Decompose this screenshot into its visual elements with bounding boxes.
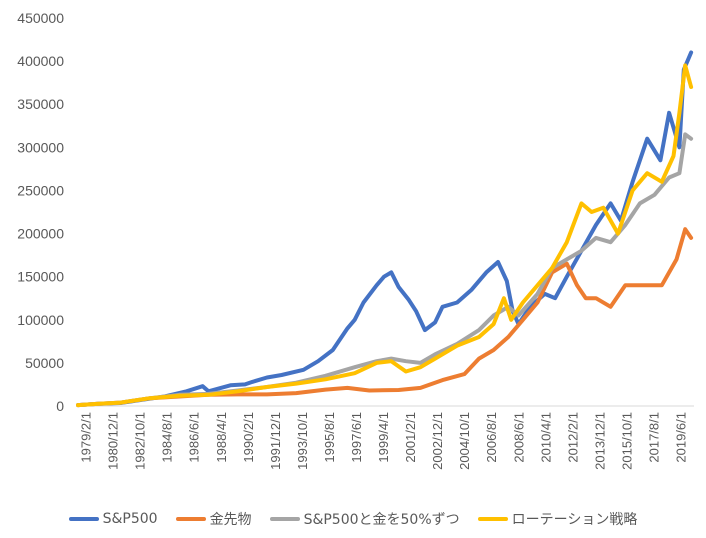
- x-tick-label: 1988/4/1: [214, 412, 229, 463]
- y-tick-label: 200000: [17, 226, 64, 242]
- x-tick-label: 1979/2/1: [79, 412, 94, 463]
- legend-item-gold-futures: 金先物: [175, 509, 252, 529]
- x-tick-label: 2013/12/1: [592, 412, 607, 470]
- x-tick-label: 2008/6/1: [511, 412, 526, 463]
- legend: S&P500 金先物 S&P500と金を50%ずつ ローテーション戦略: [0, 506, 706, 532]
- x-tick-label: 2015/10/1: [619, 412, 634, 470]
- y-tick-label: 50000: [25, 355, 64, 371]
- x-tick-label: 1995/8/1: [322, 412, 337, 463]
- series-line-1: [76, 227, 694, 408]
- legend-label-half-half: S&P500と金を50%ずつ: [303, 512, 460, 528]
- legend-item-rotation: ローテーション戦略: [477, 509, 638, 529]
- legend-swatch-half-half: [269, 517, 300, 521]
- legend-swatch-sp500: [68, 517, 99, 521]
- x-tick-label: 1991/12/1: [268, 412, 283, 470]
- legend-item-sp500: S&P500: [68, 511, 158, 527]
- x-tick-label: 2006/8/1: [484, 412, 499, 463]
- y-tick-label: 100000: [17, 312, 64, 328]
- series-line-3: [76, 63, 694, 408]
- y-tick-label: 0: [56, 398, 64, 414]
- x-tick-label: 2012/2/1: [565, 412, 580, 463]
- y-tick-label: 250000: [17, 182, 64, 198]
- legend-label-rotation: ローテーション戦略: [511, 512, 638, 528]
- x-tick-label: 2010/4/1: [538, 412, 553, 463]
- x-tick-label: 1990/2/1: [241, 412, 256, 463]
- legend-item-half-half: S&P500と金を50%ずつ: [269, 509, 460, 529]
- x-tick-label: 1986/6/1: [187, 412, 202, 463]
- y-tick-label: 400000: [17, 53, 64, 69]
- x-tick-label: 1982/10/1: [133, 412, 148, 470]
- legend-label-sp500: S&P500: [102, 511, 158, 527]
- x-tick-label: 2004/10/1: [457, 412, 472, 470]
- x-tick-label: 2019/6/1: [674, 412, 689, 463]
- legend-swatch-gold-futures: [175, 517, 206, 521]
- x-tick-label: 1997/6/1: [349, 412, 364, 463]
- chart-svg: 0 50000 100000 150000 200000 250000 300000 3500…: [17, 10, 694, 470]
- x-tick-label: 1980/12/1: [106, 412, 121, 470]
- y-tick-label: 300000: [17, 139, 64, 155]
- x-tick-label: 2001/2/1: [403, 412, 418, 463]
- x-tick-label: 1999/4/1: [376, 412, 391, 463]
- legend-swatch-rotation: [477, 517, 508, 521]
- series-line-2: [76, 132, 694, 408]
- x-tick-label: 1993/10/1: [295, 412, 310, 470]
- series-line-0: [76, 50, 694, 408]
- x-tick-label: 2002/12/1: [430, 412, 445, 470]
- x-tick-label: 2017/8/1: [647, 412, 662, 463]
- legend-label-gold-futures: 金先物: [209, 512, 252, 528]
- y-tick-label: 150000: [17, 269, 64, 285]
- x-tick-label: 1984/8/1: [160, 412, 175, 463]
- y-tick-label: 350000: [17, 96, 64, 112]
- y-tick-label: 450000: [17, 10, 64, 26]
